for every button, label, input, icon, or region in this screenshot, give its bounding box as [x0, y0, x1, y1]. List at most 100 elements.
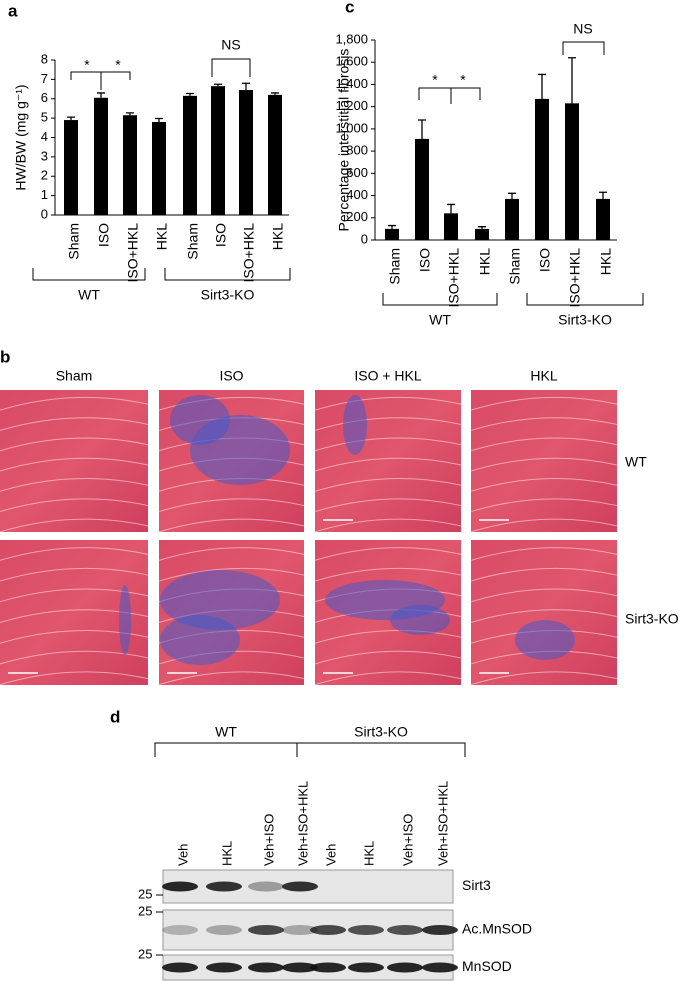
fiber-line [470, 609, 618, 623]
fiber-line [314, 437, 462, 452]
fiber-line [0, 518, 149, 533]
significance-bracket [418, 87, 481, 100]
blot-band [422, 962, 458, 973]
group-bracket [296, 742, 466, 757]
fiber-line [314, 547, 462, 561]
bar [183, 95, 197, 215]
fibrosis-stain [119, 585, 131, 655]
fiber-line [314, 650, 462, 665]
protein-label: Sirt3 [462, 877, 491, 893]
blot-band [248, 962, 284, 973]
bar [385, 228, 399, 240]
fibrosis-stain [160, 570, 280, 630]
group-bracket [32, 268, 146, 281]
error-bar [97, 92, 105, 98]
lane-label: HKL [219, 841, 234, 866]
x-tick-label: HKL [270, 223, 286, 250]
y-tick-label: 6 [41, 90, 48, 105]
fiber-line [0, 437, 149, 452]
y-tick-label: 7 [41, 71, 48, 86]
fiber-line [0, 609, 149, 623]
error-bar [214, 83, 222, 87]
blot-band [162, 925, 198, 935]
fibrosis-stain [160, 615, 240, 665]
bar [596, 198, 610, 240]
error-bar [388, 224, 396, 229]
annotation: * [460, 72, 466, 88]
panel-letter: c [345, 0, 354, 16]
column-header: Sham [56, 368, 93, 384]
blot-band [282, 962, 318, 973]
blot-band [282, 881, 318, 892]
fiber-line [470, 478, 618, 492]
bar [535, 98, 549, 240]
blot-band [162, 881, 198, 892]
fiber-line [314, 396, 462, 411]
fiber-line [0, 417, 149, 431]
y-axis-label: Percentage interstitial fibrosis [336, 49, 352, 232]
y-tick-label: 400 [346, 187, 368, 202]
fiber-line [0, 478, 149, 492]
x-tick-label: ISO [96, 223, 112, 247]
fiber-line [470, 417, 618, 431]
bar [123, 115, 137, 215]
group-label: Sirt3-KO [558, 312, 612, 328]
fiber-line [158, 547, 305, 561]
y-tick-label: 5 [41, 110, 48, 125]
blot-band [422, 925, 458, 935]
fiber-line [314, 518, 462, 533]
fiber-line [0, 588, 149, 603]
x-tick-label: ISO+HKL [446, 248, 462, 308]
group-label: WT [78, 287, 100, 303]
error-bar [478, 226, 486, 229]
fiber-line [158, 567, 305, 582]
fibrosis-stain [170, 395, 230, 445]
y-axis-label: HW/BW (mg g⁻¹) [13, 84, 29, 190]
x-tick-label: ISO [537, 248, 553, 272]
y-tick-label: 800 [346, 143, 368, 158]
bar [268, 94, 282, 215]
y-tick-label: 1,000 [335, 120, 368, 135]
y-tick-label: 4 [41, 129, 48, 144]
bar [211, 86, 225, 215]
error-bar [155, 117, 163, 122]
blot-band [348, 962, 384, 973]
blot-band [310, 925, 346, 935]
y-tick-label: 1,600 [335, 54, 368, 69]
mw-marker: 25 [138, 903, 152, 918]
x-tick-label: HKL [598, 248, 614, 275]
fiber-line [0, 396, 149, 411]
fiber-line [0, 457, 149, 472]
protein-label: MnSOD [462, 958, 512, 974]
protein-label: Ac.MnSOD [462, 921, 532, 937]
fiber-line [0, 630, 149, 644]
annotation: * [432, 72, 438, 88]
error-bar [242, 82, 250, 91]
error-bar [186, 92, 194, 96]
fibrosis-stain [343, 395, 367, 455]
fiber-line [0, 671, 149, 686]
bar [239, 90, 253, 215]
x-tick-label: ISO [417, 248, 433, 272]
group-bracket [164, 268, 291, 281]
lane-label: Veh+ISO+HKL [295, 781, 310, 866]
error-bar [271, 92, 279, 95]
bar [64, 120, 78, 215]
annotation: NS [221, 37, 240, 53]
blot-band [387, 925, 423, 935]
group-bracket [154, 742, 298, 757]
error-bar [418, 119, 426, 139]
error-bar [568, 57, 576, 104]
fibrosis-stain [515, 620, 575, 660]
panel-letter: b [0, 347, 10, 366]
fiber-line [0, 547, 149, 561]
y-tick-label: 3 [41, 148, 48, 163]
group-label: WT [429, 312, 451, 328]
fiber-line [470, 457, 618, 472]
fiber-line [314, 478, 462, 492]
panel-letter: d [110, 707, 120, 726]
fiber-line [158, 518, 305, 533]
annotation: NS [573, 21, 592, 37]
fiber-line [158, 498, 305, 513]
fiber-line [470, 396, 618, 411]
